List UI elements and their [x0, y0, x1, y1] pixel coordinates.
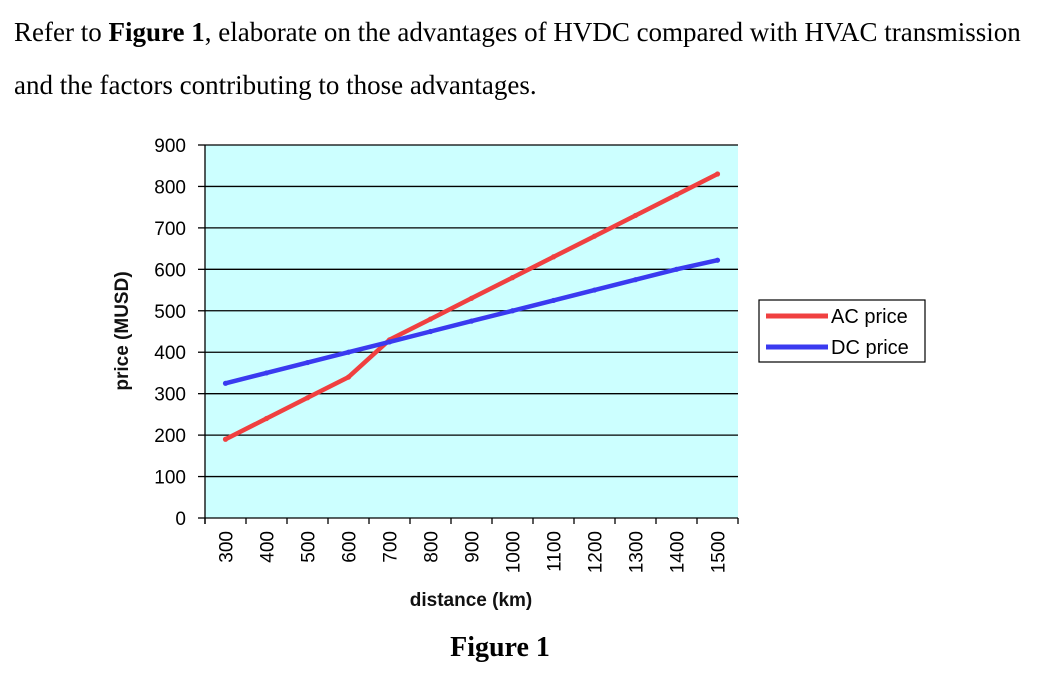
y-tick-label: 500 [154, 302, 186, 323]
data-point [222, 436, 229, 442]
legend: AC price DC price [758, 299, 926, 363]
question-prefix: Refer to [14, 17, 109, 47]
data-point [263, 370, 270, 376]
figure-caption: Figure 1 [450, 632, 550, 663]
data-point [673, 266, 680, 272]
y-tick-label: 600 [154, 260, 186, 281]
question-suffix: , elaborate on the advantages of HVDC co… [14, 17, 1021, 100]
data-point [550, 254, 557, 260]
data-point [386, 339, 393, 345]
data-series [222, 171, 721, 442]
data-point [468, 318, 475, 324]
data-point [591, 287, 598, 293]
x-tick-label: 1100 [545, 531, 566, 572]
legend-box [758, 299, 926, 363]
y-tick-label: 300 [154, 385, 186, 406]
data-point [222, 380, 229, 386]
data-point [427, 328, 434, 335]
x-tick-label: 300 [217, 531, 238, 563]
x-tick-label: 400 [258, 531, 279, 563]
legend-label-ac: AC price [831, 306, 908, 328]
question-text: Refer to Figure 1, elaborate on the adva… [14, 6, 1024, 112]
y-tick-label: 900 [154, 136, 186, 157]
x-tick-labels: 300 400 500 600 700 800 900 1000 1100 1200 1300 140… [217, 531, 730, 573]
x-tick-label: 500 [299, 531, 320, 563]
data-point [345, 374, 352, 380]
axes [198, 144, 739, 524]
price-distance-chart: 0 100 200 300 400 500 600 700 800 900 300 400 500 60… [112, 136, 926, 611]
x-tick-label: 1000 [504, 531, 525, 573]
y-tick-labels: 0 100 200 300 400 500 600 700 800 900 [154, 136, 186, 530]
x-tick-label: 1200 [586, 531, 607, 573]
x-tick-label: 800 [422, 531, 443, 563]
data-point [263, 415, 270, 422]
gridlines [205, 144, 738, 478]
data-point [345, 349, 352, 355]
y-tick-label: 100 [154, 468, 186, 489]
x-axis-title: distance (km) [410, 590, 532, 611]
y-axis-title: price (MUSD) [112, 271, 133, 390]
x-tick-label: 600 [340, 531, 361, 563]
y-tick-label: 800 [154, 177, 186, 198]
plot-area [205, 145, 738, 518]
x-tick-label: 1500 [709, 531, 730, 573]
y-tick-label: 400 [154, 343, 186, 364]
y-tick-label: 0 [175, 509, 186, 530]
data-point [632, 277, 639, 283]
x-tick-label: 1400 [668, 531, 689, 573]
data-point [714, 171, 721, 177]
data-point [632, 212, 639, 219]
x-tick-label: 700 [381, 531, 402, 563]
figure-reference: Figure 1 [108, 17, 205, 47]
data-point [673, 192, 680, 198]
y-tick-label: 200 [154, 426, 186, 447]
data-point [304, 359, 311, 366]
data-point [468, 295, 475, 301]
data-point [550, 297, 557, 304]
y-tick-label: 700 [154, 219, 186, 240]
data-point [591, 233, 598, 239]
legend-label-dc: DC price [831, 337, 909, 359]
x-tick-label: 900 [463, 531, 484, 563]
data-point [509, 275, 516, 281]
data-point [304, 395, 311, 401]
data-point [427, 316, 434, 322]
x-tick-label: 1300 [627, 531, 648, 573]
data-point [509, 308, 516, 314]
data-point [714, 257, 721, 263]
